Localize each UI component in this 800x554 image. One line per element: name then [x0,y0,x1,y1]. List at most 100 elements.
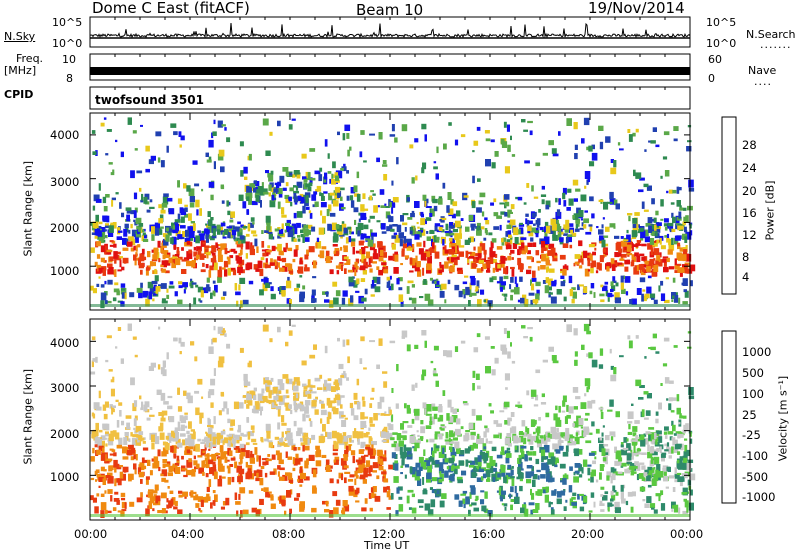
velocity-panel-cell [632,471,637,474]
power-panel-cell [548,268,555,273]
power-panel-cell [580,194,587,202]
velocity-panel-cell [453,468,458,475]
power-panel-cell [309,212,313,219]
velocity-panel-cell [118,402,123,406]
power-panel-cell [344,268,347,274]
power-panel-cell [209,265,214,271]
power-panel-cell [162,254,166,260]
velocity-panel-cell [507,464,512,470]
velocity-panel-cell [104,433,110,437]
power-panel-cell [139,187,142,192]
power-panel-cell [244,176,248,180]
power-panel-cell [372,193,376,196]
power-panel-cell [422,267,425,276]
power-panel-cell [133,210,137,219]
velocity-panel-cell [400,465,404,468]
power-panel-cell [476,126,481,131]
power-panel-cell [259,289,264,296]
velocity-panel-cell [604,491,609,495]
velocity-panel-cell [259,498,264,505]
power-panel-cell [535,232,539,238]
velocity-panel-cell [252,430,255,433]
power-panel-cell [124,292,127,300]
power-panel-cell [341,297,346,305]
velocity-panel-cell [672,424,676,432]
velocity-panel-cell [541,462,548,471]
power-panel-cell [535,281,541,287]
velocity-panel-cell [489,456,493,464]
velocity-panel-cell [571,441,577,445]
velocity-panel-cell [236,510,239,517]
date-label: 19/Nov/2014 [588,0,685,17]
velocity-panel-cell [197,378,203,385]
power-panel-cell [308,182,313,187]
power-panel-cell [481,267,484,272]
power-panel-cell [684,268,690,274]
velocity-panel-cell [480,490,485,493]
power-panel-cell [224,269,228,277]
power-panel-cell [543,236,550,244]
velocity-panel-cell [673,504,679,513]
velocity-panel-cell [120,492,126,498]
velocity-panel-cell [309,354,316,359]
power-panel-cell [360,212,367,220]
velocity-panel-cell [682,510,688,515]
power-panel-cell [454,284,460,291]
velocity-panel-cell [601,448,606,456]
velocity-panel-cell [276,406,282,410]
power-panel-cell [352,247,355,255]
velocity-panel-cell [626,461,633,465]
velocity-panel-cell [419,505,424,508]
power-panel-cell [571,287,576,291]
velocity-panel-cell [526,478,532,484]
velocity-panel-cell [242,434,248,437]
power-panel-cell [287,247,293,252]
power-panel-cell [417,269,422,277]
velocity-panel-cell [293,392,297,396]
power-panel-cell [584,210,588,213]
power-panel-cell [649,258,654,264]
velocity-panel-cell [349,402,354,409]
cb2-tick-m1000: -1000 [742,490,776,504]
power-panel-cell [469,275,475,279]
power-panel-cell [218,149,225,157]
power-panel-cell [493,212,499,217]
velocity-panel-cell [677,433,684,438]
power-panel-cell [462,289,466,295]
power-panel-cell [290,202,293,207]
power-panel-cell [588,224,593,227]
power-panel-cell [106,249,113,253]
velocity-panel-cell [552,443,558,450]
velocity-panel-cell [620,492,624,500]
power-panel-cell [102,269,106,276]
power-panel-cell [230,248,236,252]
power-panel-cell [314,201,319,207]
freq-band [90,67,690,75]
velocity-panel-cell [161,410,168,416]
power-panel-cell [435,278,439,283]
power-panel-cell [342,290,348,297]
power-panel-cell [213,119,216,125]
power-panel-cell [660,245,666,250]
velocity-panel-cell [422,477,425,485]
velocity-panel-cell [239,347,244,353]
velocity-panel-cell [526,390,530,396]
power-panel-cell [664,235,668,238]
velocity-panel-cell [160,473,165,477]
power-panel-cell [114,282,119,286]
power-panel-cell [435,280,440,288]
velocity-panel-cell [138,437,142,441]
velocity-panel-cell [230,457,236,461]
power-panel-cell [624,266,629,272]
power-panel-cell [450,241,453,244]
velocity-panel-cell [627,411,634,419]
power-panel-cell [484,130,490,134]
velocity-panel-cell [417,499,424,504]
power-panel-cell [504,297,507,301]
power-panel-cell [681,282,688,286]
xlabel: Time UT [364,539,410,552]
power-panel-cell [91,130,96,134]
velocity-panel-cell [383,430,390,438]
power-panel-cell [664,170,670,177]
velocity-panel-cell [648,427,655,430]
